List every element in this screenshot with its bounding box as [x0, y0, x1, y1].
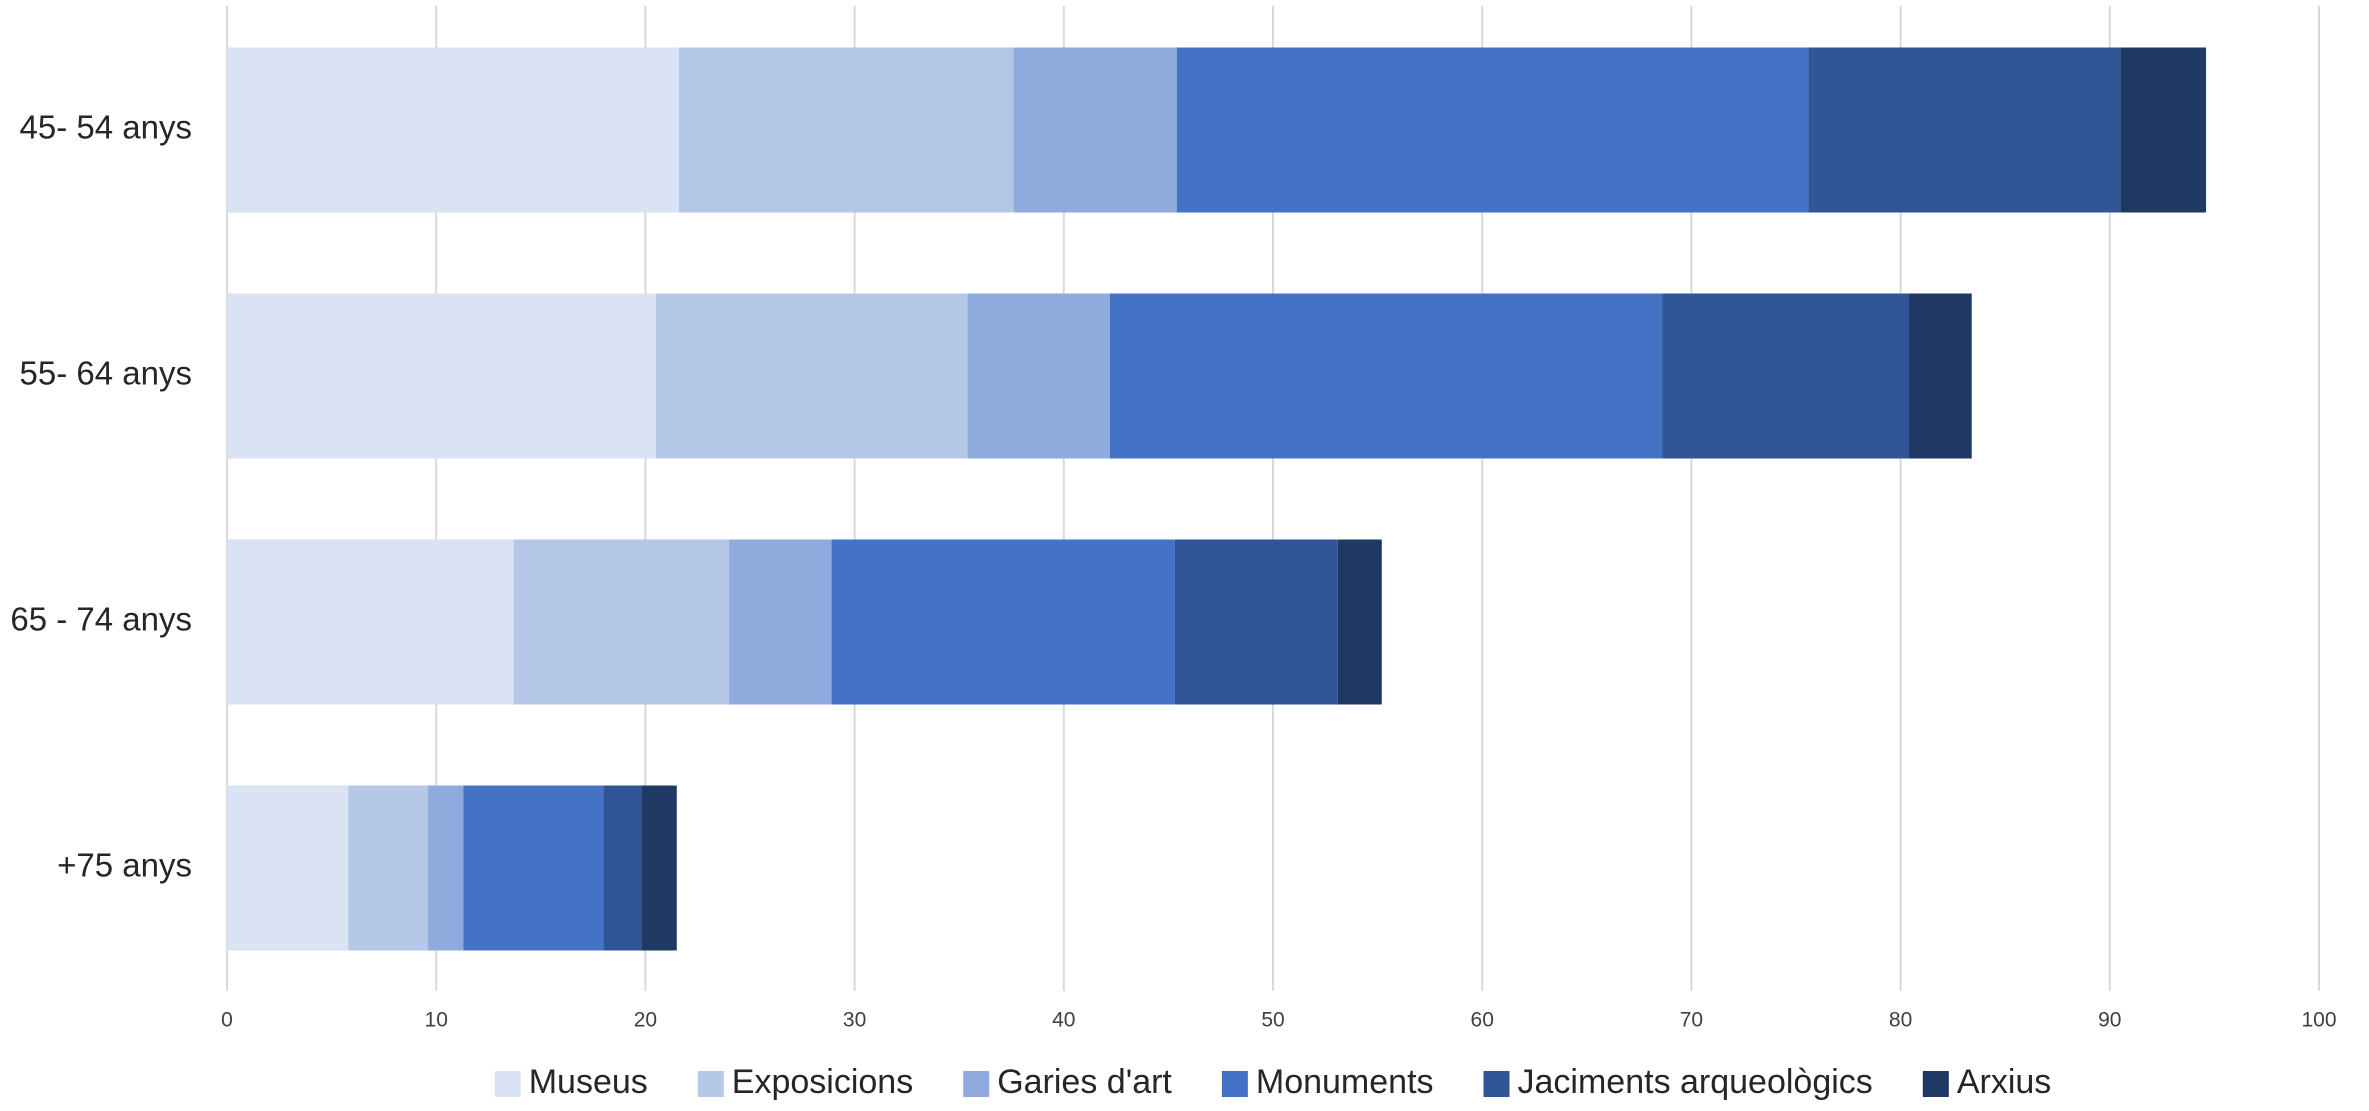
x-tick-label: 20 [634, 1009, 657, 1032]
legend-swatch [1221, 1071, 1248, 1097]
x-tick-label: 40 [1052, 1009, 1075, 1032]
legend-label: Exposicions [732, 1063, 913, 1101]
bar-segment [678, 47, 1014, 213]
y-tick-label: 55- 64 anys [20, 355, 192, 392]
bar-segment [348, 785, 428, 951]
x-tick-label: 10 [425, 1009, 448, 1032]
bar-segment [227, 785, 349, 951]
legend-swatch [1483, 1071, 1510, 1097]
legend-swatch [697, 1071, 724, 1097]
bar-segment [1662, 293, 1909, 459]
bar-segment [967, 293, 1110, 459]
x-tick-label: 100 [2301, 1009, 2336, 1032]
bar-segment [603, 785, 642, 951]
x-tick-label: 50 [1261, 1009, 1284, 1032]
legend-label: Arxius [1957, 1063, 2051, 1101]
x-tick-label: 80 [1889, 1009, 1912, 1032]
bar-segment [227, 47, 679, 213]
x-tick-label: 0 [221, 1009, 233, 1032]
bar-segment [1109, 293, 1663, 459]
bar-segment [1013, 47, 1177, 213]
bar-segment [227, 539, 514, 705]
bar-segment [641, 785, 677, 951]
legend-swatch [963, 1071, 990, 1097]
legend-swatch [1922, 1071, 1949, 1097]
bar-segment [227, 293, 656, 459]
bar-segment [513, 539, 730, 705]
bar-segment [729, 539, 832, 705]
legend-label: Monuments [1256, 1063, 1434, 1101]
bar-segment [1808, 47, 2121, 213]
x-tick-label: 90 [2098, 1009, 2121, 1032]
x-tick-label: 60 [1471, 1009, 1494, 1032]
bar-segment [1908, 293, 1972, 459]
bar-segment [463, 785, 604, 951]
legend-label: Jaciments arqueològics [1518, 1063, 1873, 1101]
legend-label: Garies d'art [997, 1063, 1172, 1101]
bar-segment [831, 539, 1175, 705]
bar-segment [427, 785, 464, 951]
bar-segment [1176, 47, 1809, 213]
x-tick-label: 70 [1680, 1009, 1703, 1032]
x-tick-label: 30 [843, 1009, 866, 1032]
y-tick-label: 65 - 74 anys [10, 601, 192, 638]
bar-segment [655, 293, 968, 459]
bar-segment [2120, 47, 2207, 213]
bar-segment [1174, 539, 1338, 705]
y-tick-label: 45- 54 anys [20, 109, 192, 146]
legend-swatch [494, 1071, 521, 1097]
bar-segment [1337, 539, 1382, 705]
y-tick-label: +75 anys [57, 847, 192, 884]
legend-label: Museus [529, 1063, 648, 1101]
